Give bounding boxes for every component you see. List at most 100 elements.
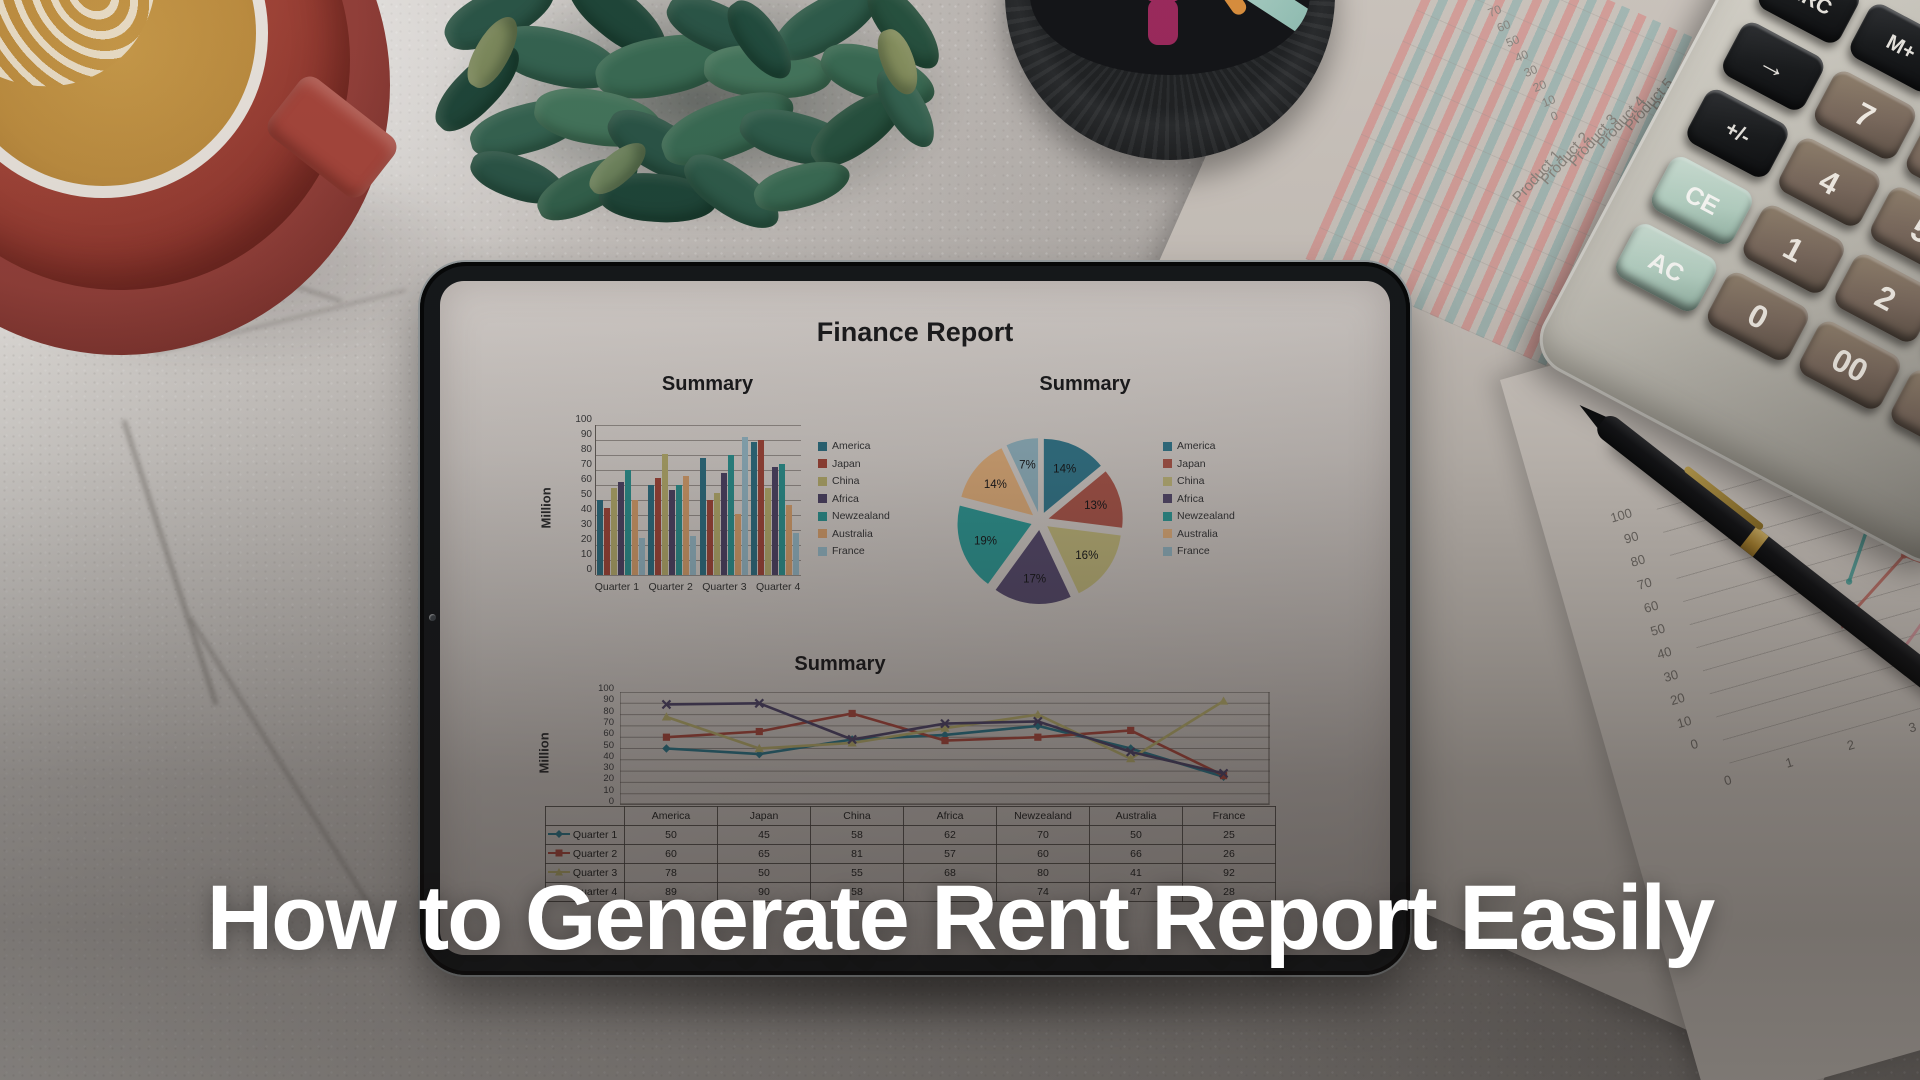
legend-item: Newzealand: [1163, 511, 1235, 522]
pie-chart: 14% 13% 16% 17% 19% 14% 7%: [957, 438, 1123, 604]
table-row-label: Quarter 1: [545, 825, 625, 845]
table-row-marker-icon: [548, 849, 570, 857]
report-title: Finance Report: [816, 317, 1014, 347]
bar-Newzealand: [676, 485, 683, 575]
table-row-marker-icon: [548, 830, 570, 839]
legend-swatch: [818, 494, 827, 504]
y-tick: 10: [580, 549, 592, 560]
legend-label: Africa: [832, 492, 859, 505]
legend-swatch: [1163, 546, 1172, 556]
pie-label: 7%: [1019, 460, 1036, 472]
legend-swatch: [1163, 529, 1172, 539]
y-tick: 0: [586, 564, 592, 575]
table-column-header: France: [1182, 806, 1276, 826]
marker-triangle: [661, 712, 672, 721]
line-chart-title: Summary: [794, 653, 886, 675]
y-tick: 50: [580, 489, 592, 500]
bar-chart-bars: [596, 425, 801, 575]
legend-label: Africa: [1177, 492, 1204, 505]
table-column-header: China: [810, 806, 904, 826]
legend-label: France: [832, 545, 865, 557]
bar-China: [611, 488, 618, 575]
marker-triangle: [1218, 696, 1229, 705]
legend-label: China: [1177, 475, 1205, 487]
y-tick: 40: [603, 750, 614, 762]
legend-swatch: [1163, 476, 1172, 486]
legend-item: Africa: [1163, 492, 1235, 505]
bar-Japan: [655, 477, 662, 575]
bar-group: [750, 425, 800, 575]
marker-square: [848, 709, 856, 718]
legend-swatch: [1163, 441, 1172, 451]
bar-China: [764, 488, 771, 575]
bar-Africa: [618, 482, 625, 575]
marker-square: [755, 727, 763, 736]
bar-America: [597, 500, 604, 575]
paper-x-tick: 2: [1845, 736, 1857, 754]
pie-chart-title: Summary: [1039, 373, 1131, 395]
line-chart-y-ticks: 100 90 80 70 60 50 40 30 20 10 0: [574, 684, 614, 807]
y-tick: 30: [580, 519, 592, 530]
bar-China: [662, 453, 669, 575]
pie-label: 13%: [1084, 500, 1107, 512]
table-cell: 62: [903, 825, 997, 845]
y-tick: 50: [603, 739, 614, 751]
table-cell: 45: [717, 825, 811, 845]
legend-label: Japan: [1177, 457, 1206, 470]
x-label: Quarter 3: [702, 581, 747, 593]
orange-pen: [1190, 0, 1250, 18]
table-cell: 58: [810, 825, 904, 845]
y-tick: 60: [603, 728, 614, 740]
front-camera: [429, 614, 436, 621]
headline: How to Generate Rent Report Easily: [206, 867, 1716, 969]
y-tick: 30: [603, 762, 614, 774]
table-cell: 50: [624, 825, 718, 845]
table-cell: 50: [1089, 825, 1183, 845]
bar-group: [597, 425, 646, 575]
bar-group: [699, 425, 749, 575]
legend-label: America: [1177, 440, 1216, 452]
bar-France: [741, 437, 748, 575]
marker-square: [662, 733, 671, 741]
paper-y-tick: 0: [1688, 735, 1700, 753]
pie-label: 17%: [1023, 574, 1046, 586]
paper-x-tick: 3: [1906, 719, 1918, 736]
x-label: Quarter 4: [755, 581, 801, 593]
marker-diamond: [662, 744, 671, 753]
legend-item: France: [818, 546, 890, 557]
y-tick: 20: [603, 773, 614, 785]
bar-France: [639, 537, 646, 575]
bar-America: [699, 458, 706, 575]
y-tick: 20: [580, 534, 592, 545]
bar-Australia: [632, 500, 639, 575]
magenta-marker-body: [1148, 0, 1178, 45]
table-column-header: America: [624, 806, 718, 826]
bar-America: [648, 485, 655, 575]
y-tick: 80: [580, 444, 592, 455]
y-tick: 70: [603, 716, 614, 728]
table-row-label: Quarter 2: [545, 844, 625, 864]
table-cell: 25: [1182, 825, 1276, 845]
paper-x-tick: 0: [1722, 772, 1734, 789]
pie-chart-legend: America Japan China Africa Newzealand Austral…: [1163, 441, 1235, 557]
marker-square: [941, 736, 949, 745]
y-tick: 10: [603, 784, 614, 796]
legend-label: Newzealand: [1177, 510, 1235, 522]
bar-Japan: [757, 440, 764, 575]
legend-item: China: [818, 476, 890, 487]
legend-item: America: [1163, 441, 1235, 452]
legend-item: Africa: [818, 492, 890, 505]
table-row: Quarter 2 60 65 81 57 60 66 26: [545, 844, 1276, 864]
bar-Africa: [720, 473, 727, 575]
legend-item: Newzealand: [818, 511, 890, 522]
bar-Japan: [706, 500, 713, 575]
legend-label: Australia: [1177, 527, 1218, 540]
paper-y-tick: 20: [1668, 689, 1687, 709]
paper-y-tick: 100: [1608, 505, 1634, 526]
pie-label: 14%: [1053, 464, 1076, 476]
paper-x-tick: 1: [1783, 754, 1795, 771]
legend-item: Japan: [818, 457, 890, 470]
legend-label: Japan: [832, 457, 861, 470]
marker-square: [1127, 726, 1135, 735]
bar-Australia: [734, 513, 741, 575]
